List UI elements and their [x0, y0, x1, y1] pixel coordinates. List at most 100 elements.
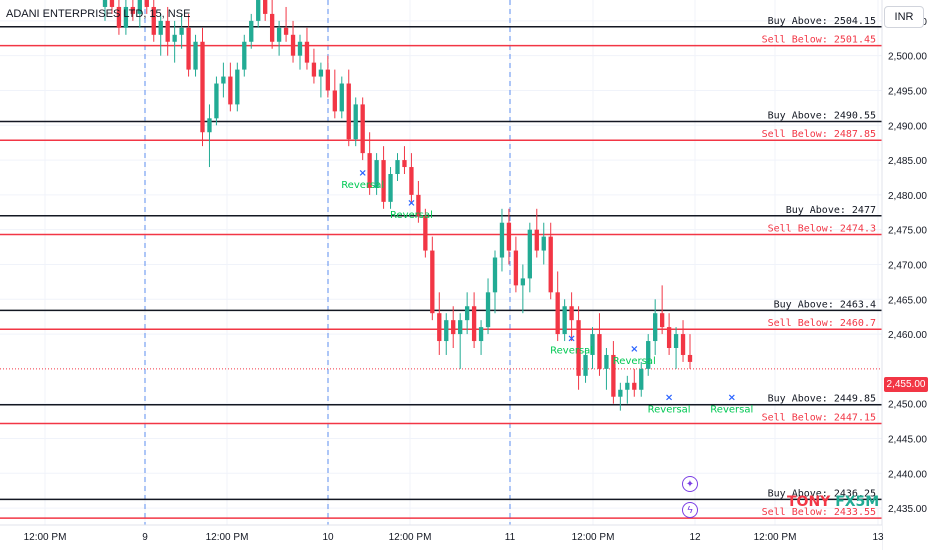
reversal-marker: ×	[358, 168, 366, 179]
reversal-marker: ×	[665, 393, 673, 404]
candle-body	[297, 41, 303, 56]
candle-body	[569, 306, 574, 321]
candle-body	[339, 83, 344, 112]
x-tick-label: 12	[689, 532, 701, 543]
buy-level-label: Buy Above: 2490.55	[768, 110, 876, 121]
candle-body	[151, 6, 156, 35]
reversal-label: Reversal	[550, 346, 593, 357]
candle-body	[395, 160, 400, 174]
sell-level-label: Sell Below: 2447.15	[762, 413, 876, 424]
candle-body	[541, 236, 546, 251]
candle-body	[653, 313, 658, 342]
x-tick-label: 12:00 PM	[206, 532, 249, 543]
y-tick-label: 2,485.00	[888, 156, 927, 167]
candle-body	[193, 41, 198, 70]
candle-body	[666, 327, 672, 348]
x-tick-label: 12:00 PM	[24, 532, 67, 543]
candle-body	[123, 6, 129, 28]
brand-part-1: TONY	[787, 494, 831, 510]
lightning-icon[interactable]: ϟ	[682, 502, 698, 518]
symbol-title: ADANI ENTERPRISES LTD, 15, NSE	[6, 8, 191, 20]
current-price-tag: 2,455.00	[884, 377, 928, 392]
candle-body	[611, 354, 616, 397]
candle-body	[451, 320, 456, 335]
candle-body	[430, 250, 435, 314]
candle-body	[555, 292, 560, 335]
candle-body	[590, 334, 595, 355]
candle-body	[520, 278, 526, 286]
candle-body	[458, 320, 463, 335]
sell-level-label: Sell Below: 2460.7	[768, 318, 876, 329]
y-tick-label: 2,480.00	[888, 191, 927, 202]
reversal-label: Reversal	[710, 405, 753, 416]
candle-body	[130, 6, 136, 14]
x-tick-label: 9	[142, 532, 148, 543]
candle-body	[116, 6, 122, 28]
candle-body	[360, 104, 365, 154]
candle-body	[416, 194, 421, 216]
candle-body	[409, 167, 414, 195]
reversal-marker: ×	[407, 198, 415, 209]
y-tick-label: 2,460.00	[888, 330, 927, 341]
candle-body	[381, 160, 386, 202]
candle-body	[632, 382, 637, 390]
sell-level-label: Sell Below: 2487.85	[762, 129, 876, 140]
candle-body	[680, 334, 686, 355]
currency-button[interactable]: INR	[884, 6, 924, 28]
candle-body	[165, 20, 170, 42]
reversal-marker: ×	[567, 334, 575, 345]
y-tick-label: 2,475.00	[888, 226, 927, 237]
candle-body	[137, 0, 142, 14]
candle-body	[437, 313, 442, 342]
candle-body	[576, 320, 581, 376]
candle-body	[332, 90, 337, 112]
y-tick-label: 2,490.00	[888, 121, 927, 132]
x-tick-label: 12:00 PM	[572, 532, 615, 543]
candle-body	[179, 27, 184, 35]
y-tick-label: 2,445.00	[888, 434, 927, 445]
candle-body	[423, 215, 428, 251]
candle-body	[207, 118, 212, 133]
candle-body	[353, 104, 358, 140]
y-tick-label: 2,450.00	[888, 400, 927, 411]
candle-body	[346, 83, 351, 140]
candle-body	[109, 0, 115, 7]
candle-body	[464, 306, 470, 321]
x-axis-panel	[0, 525, 882, 550]
candle-body	[186, 27, 191, 70]
candle-body	[548, 236, 553, 293]
sell-level-label: Sell Below: 2433.55	[762, 507, 876, 518]
candle-body	[242, 41, 247, 70]
candle-body	[506, 222, 512, 251]
y-tick-label: 2,440.00	[888, 469, 927, 480]
candle-body	[687, 354, 693, 362]
candle-body	[102, 0, 108, 7]
candle-body	[249, 20, 254, 42]
sparkle-icon[interactable]: ✦	[682, 476, 698, 492]
candle-body	[499, 222, 505, 258]
candle-body	[235, 69, 240, 105]
buy-level-label: Buy Above: 2477	[786, 205, 876, 216]
candle-body	[659, 313, 665, 328]
candle-body	[276, 27, 282, 42]
candle-body	[402, 160, 407, 168]
candle-body	[673, 334, 679, 348]
candle-body	[325, 69, 331, 91]
candle-body	[534, 229, 539, 251]
candle-body	[318, 69, 324, 77]
y-axis-panel	[882, 0, 932, 550]
y-tick-label: 2,470.00	[888, 260, 927, 271]
sell-level-label: Sell Below: 2474.3	[768, 224, 876, 235]
candle-body	[263, 0, 268, 14]
buy-level-label: Buy Above: 2504.15	[768, 16, 876, 27]
reversal-label: Reversal	[341, 180, 384, 191]
x-tick-label: 10	[322, 532, 334, 543]
candle-body	[527, 229, 532, 279]
candle-body	[144, 0, 149, 7]
candle-body	[367, 153, 372, 188]
candle-body	[290, 34, 296, 56]
sell-level-label: Sell Below: 2501.45	[762, 35, 876, 46]
candle-body	[283, 27, 289, 35]
candle-body	[388, 174, 393, 202]
